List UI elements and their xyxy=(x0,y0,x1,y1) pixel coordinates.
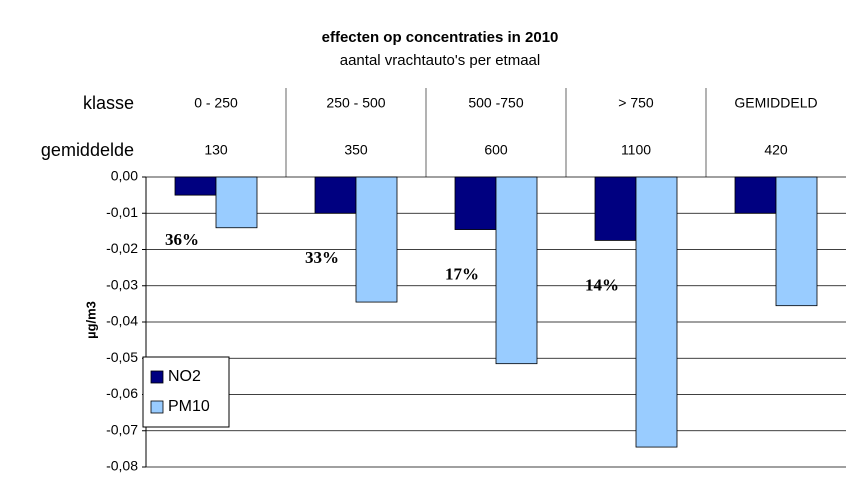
y-tick-label: -0,05 xyxy=(106,349,138,365)
x-category-label: > 750 xyxy=(618,95,654,111)
bar xyxy=(215,176,258,229)
annotation: 33% xyxy=(305,248,339,267)
row-label: gemiddelde xyxy=(41,140,134,160)
bar xyxy=(314,176,357,214)
y-tick-label: -0,03 xyxy=(106,276,138,292)
bar xyxy=(635,176,678,448)
annotation: 14% xyxy=(585,275,619,294)
average-label: 420 xyxy=(764,142,788,158)
annotation: 17% xyxy=(445,264,479,283)
bar xyxy=(495,176,538,365)
bar xyxy=(775,176,818,307)
y-tick-label: -0,01 xyxy=(106,204,138,220)
bar xyxy=(734,176,777,214)
y-tick-label: 0,00 xyxy=(111,168,138,184)
bar xyxy=(355,176,398,303)
x-category-label: 250 - 500 xyxy=(326,95,385,111)
average-label: 600 xyxy=(484,142,508,158)
y-tick-label: -0,06 xyxy=(106,385,138,401)
bar xyxy=(174,176,217,196)
y-tick-label: -0,07 xyxy=(106,421,138,437)
x-category-label: 500 -750 xyxy=(468,95,523,111)
y-tick-label: -0,08 xyxy=(106,458,138,474)
legend-swatch xyxy=(150,370,164,384)
legend-label: PM10 xyxy=(168,398,210,415)
x-category-label: 0 - 250 xyxy=(194,95,238,111)
legend-label: NO2 xyxy=(168,368,201,385)
y-tick-label: -0,02 xyxy=(106,240,138,256)
average-label: 350 xyxy=(344,142,368,158)
bar xyxy=(594,176,637,241)
bar xyxy=(454,176,497,230)
annotation: 36% xyxy=(165,230,199,249)
chart-subtitle: aantal vrachtauto's per etmaal xyxy=(340,52,540,69)
legend-box xyxy=(142,356,230,428)
average-label: 1100 xyxy=(621,142,651,158)
y-axis-label: µg/m3 xyxy=(83,301,98,339)
average-label: 130 xyxy=(204,142,228,158)
x-category-label: GEMIDDELD xyxy=(734,95,817,111)
legend-swatch xyxy=(150,400,164,414)
y-tick-label: -0,04 xyxy=(106,313,138,329)
chart-title: effecten op concentraties in 2010 xyxy=(322,29,559,46)
row-label: klasse xyxy=(83,93,134,113)
